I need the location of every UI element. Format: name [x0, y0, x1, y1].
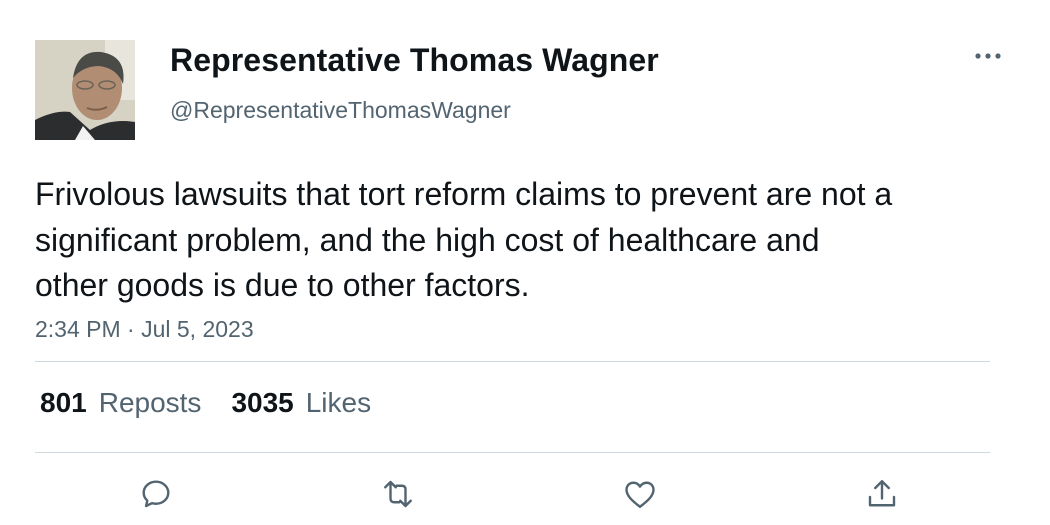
- tweet-timestamp[interactable]: 2:34 PM · Jul 5, 2023: [35, 316, 254, 342]
- more-options-button[interactable]: [970, 42, 1006, 70]
- like-button[interactable]: [620, 474, 660, 514]
- reposts-count: 801: [40, 387, 87, 418]
- tweet-text: Frivolous lawsuits that tort reform clai…: [35, 176, 893, 303]
- avatar[interactable]: [35, 40, 135, 140]
- divider: [35, 452, 990, 453]
- like-icon: [625, 481, 655, 508]
- reply-button[interactable]: [136, 474, 176, 514]
- author-handle[interactable]: @RepresentativeThomasWagner: [170, 97, 511, 123]
- likes-label: Likes: [305, 387, 372, 418]
- more-icon: [975, 53, 1001, 59]
- likes-stat[interactable]: 3035 Likes: [231, 387, 371, 419]
- repost-icon: [384, 480, 412, 508]
- likes-count: 3035: [231, 387, 294, 418]
- author-display-name[interactable]: Representative Thomas Wagner: [170, 42, 659, 78]
- engagement-stats: 801 Reposts 3035 Likes: [40, 387, 371, 419]
- divider: [35, 361, 990, 362]
- avatar-photo: [35, 40, 135, 140]
- reposts-label: Reposts: [98, 387, 202, 418]
- reply-icon: [142, 480, 170, 508]
- repost-button[interactable]: [378, 474, 418, 514]
- share-icon: [868, 480, 896, 507]
- share-button[interactable]: [862, 474, 902, 514]
- reposts-stat[interactable]: 801 Reposts: [40, 387, 201, 419]
